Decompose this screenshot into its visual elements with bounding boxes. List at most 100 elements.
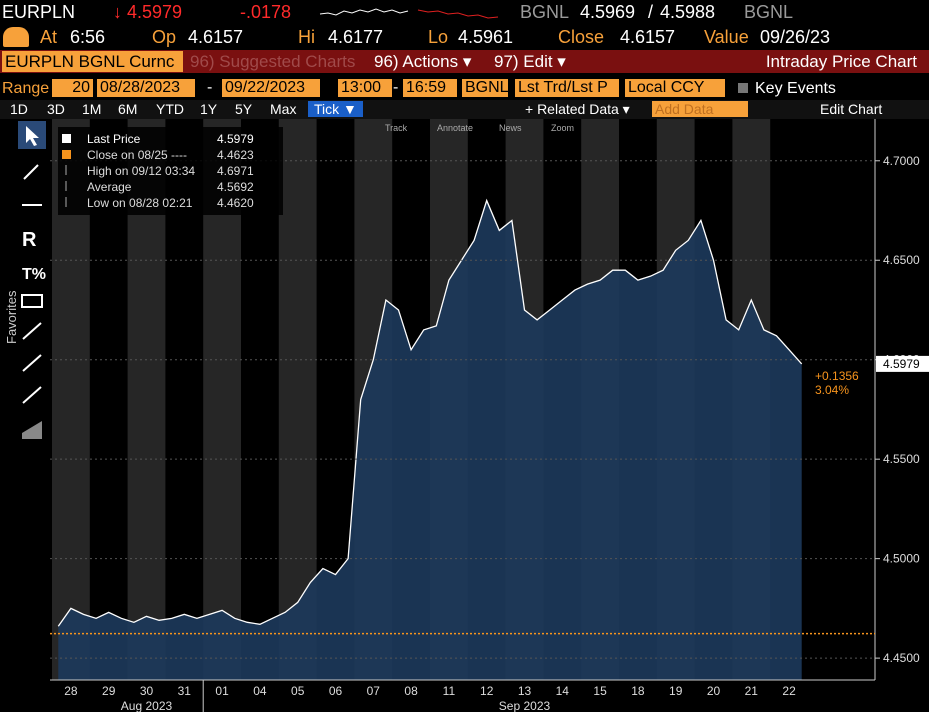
checkbox[interactable] [738,83,748,93]
change-label: +0.1356 [815,369,859,383]
security[interactable]: EURPLN BGNL Curnc [2,51,183,72]
quote-label: At [40,27,58,47]
x-tick-label: 21 [745,684,759,698]
x-tick-label: 01 [215,684,229,698]
x-tick-label: 30 [140,684,154,698]
x-tick-label: 31 [178,684,192,698]
chart-tool: Track [385,123,408,133]
x-tick-label: 19 [669,684,683,698]
source: BGNL [744,2,794,22]
price-line [57,198,803,627]
area [58,200,802,680]
edit-chart[interactable]: Edit Chart [820,101,883,117]
period-button[interactable]: 1D [10,101,28,117]
quote-details: At 6:56 Op 4.6157 Hi 4.6177 Lo 4.5961 Close 4.615… [0,25,929,49]
legend-label: Low on 08/28 02:21 [87,196,193,210]
y-tick-label: 4.5000 [883,552,920,566]
chart: Track Annotate News Zoom 4.4500 4.5000 4.5500 4… [50,119,929,712]
quote-value: 6:56 [70,27,106,47]
period-button[interactable]: 6M [118,101,138,117]
quote-label: Op [152,27,177,47]
arrow [26,126,39,146]
icons: R T% [21,164,46,439]
ticker: EURPLN [2,2,76,22]
key-events[interactable]: Key Events [755,80,836,97]
quote-label: Lo [428,27,449,47]
x-tick-label: 22 [782,684,796,698]
dash: - [393,79,399,96]
month-label: Aug 2023 [121,699,173,712]
change-label: 3.04% [815,383,849,397]
period-bar: + Related Data ▾ Add Data Edit Chart 1D 3… [0,100,929,119]
x-tick-label: 06 [329,684,343,698]
legend-swatch [62,150,71,159]
period-button[interactable]: 1M [82,101,102,117]
legend-swatch [62,134,71,143]
currency[interactable]: Local CCY [625,79,725,97]
end-date[interactable]: 09/22/2023 [222,79,320,97]
chart-tool: News [499,123,522,133]
chart-tool: Zoom [551,123,574,133]
svg-text:T%: T% [22,266,46,283]
y-tick-label: 4.6500 [883,253,920,267]
period-button[interactable]: YTD [156,101,184,117]
add-data[interactable]: Add Data [652,101,748,117]
range-label: Range [2,80,50,97]
svg-text:R: R [22,229,37,251]
legend-value: 4.6971 [217,164,254,178]
period-button[interactable]: 1Y [200,101,218,117]
actions-menu[interactable]: 96) Actions ▾ [374,52,472,71]
legend: Last Price 4.5979 Close on 08/25 ---- 4.462… [58,127,283,215]
period-button[interactable]: Tick ▼ [308,101,363,117]
menu-bar: EURPLN BGNL Curnc 96) Suggested Charts 9… [0,50,929,73]
y-tick-label: 4.5500 [883,452,920,466]
suggested-charts[interactable]: 96) Suggested Charts [190,52,356,71]
start-date[interactable]: 08/28/2023 [97,79,195,97]
period-button[interactable]: 3D [47,101,65,117]
legend-value: 4.4623 [217,148,254,162]
x-tick-label: 28 [64,684,78,698]
x-tick-label: 08 [404,684,418,698]
x-tick-label: 12 [480,684,494,698]
quote-label: Close [558,27,605,47]
x-tick-label: 07 [367,684,381,698]
dash: - [207,79,213,96]
x-tick-label: 20 [707,684,721,698]
spark-red [417,9,499,19]
period-button[interactable]: Max [270,101,297,117]
quote-value: 4.6177 [328,27,384,47]
legend-label: Last Price [87,132,141,146]
legend-label: Average [87,180,132,194]
y-tick-label: 4.7000 [883,154,920,168]
clock-icon [3,27,29,47]
sidebar: Favorites R T% [0,119,48,449]
quote-bar: EURPLN ↓ 4.5979 -.0178 BGNL 4.5969 / 4.5… [0,0,929,25]
legend-box [58,127,283,215]
x-tick-label: 04 [253,684,267,698]
x-tick-label: 29 [102,684,116,698]
period-button[interactable]: 5Y [235,101,253,117]
legend-value: 4.4620 [217,196,254,210]
related-data[interactable]: + Related Data ▾ [525,101,630,117]
last-price-box [876,355,929,372]
spark-white [319,8,409,16]
edit-menu[interactable]: 97) Edit ▾ [494,52,566,71]
source: BGNL [520,2,570,22]
price-field[interactable]: Lst Trd/Lst P [515,79,619,97]
quote-label: Value [704,27,749,47]
range-days[interactable]: 20 [52,79,93,97]
source-field[interactable]: BGNL [462,79,509,97]
change: -.0178 [240,2,292,22]
x-tick-label: 18 [631,684,645,698]
end-time[interactable]: 16:59 [403,79,457,97]
ask: 4.5988 [660,2,716,22]
quote-value: 09/26/23 [760,27,831,47]
toolbar-icons: R T% [18,121,46,439]
y-tick-label: 4.4500 [883,651,920,665]
quote-value: 4.6157 [620,27,676,47]
legend-value: 4.5692 [217,180,254,194]
start-time[interactable]: 13:00 [338,79,392,97]
last-price: ↓ 4.5979 [113,2,183,22]
page-title: Intraday Price Chart [765,52,917,71]
